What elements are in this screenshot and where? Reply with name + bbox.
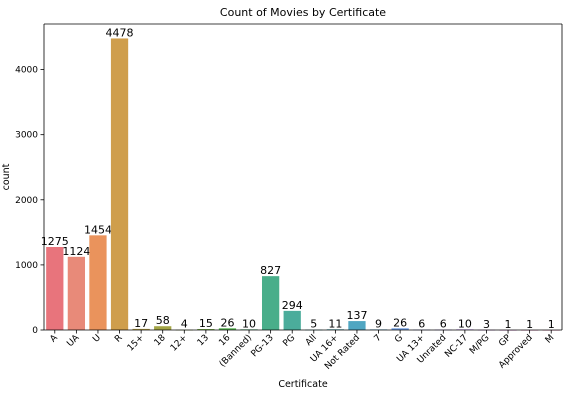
data-label: 1 (548, 318, 555, 331)
data-label: 11 (328, 317, 342, 330)
bar (46, 246, 64, 330)
x-tick-label: M/PG (468, 333, 491, 356)
bar (67, 256, 86, 330)
data-label: 4478 (106, 26, 134, 39)
x-axis-title: Certificate (278, 379, 328, 390)
x-tick-label: All (304, 333, 319, 348)
x-tick-label: M (544, 333, 557, 346)
data-label: 58 (156, 314, 170, 327)
data-label: 6 (440, 318, 447, 331)
data-label: 10 (242, 317, 256, 330)
y-tick-label: 2000 (15, 196, 38, 206)
y-tick-label: 1000 (15, 261, 38, 271)
data-label: 26 (220, 316, 234, 329)
x-tick-label: R (113, 333, 125, 345)
data-label: 1124 (62, 245, 90, 258)
data-label: 9 (375, 317, 382, 330)
x-tick-label: U (91, 333, 103, 345)
x-tick-label: GP (497, 333, 513, 349)
data-label: 1275 (41, 235, 69, 248)
x-tick-label: 15+ (126, 333, 147, 354)
x-tick-label: G (393, 333, 405, 345)
data-label: 4 (181, 318, 188, 331)
bar (132, 328, 150, 330)
data-label: 17 (134, 317, 148, 330)
data-label: 15 (199, 317, 213, 330)
data-label: 10 (458, 317, 472, 330)
x-tick-label: 12+ (169, 333, 190, 354)
data-label: 1 (526, 318, 533, 331)
bar (218, 328, 237, 330)
x-tick-label: PG-13 (250, 333, 276, 359)
data-label: 26 (393, 316, 407, 329)
x-tick-label: NC-17 (443, 333, 470, 360)
x-tick-label: 18 (153, 333, 168, 348)
y-axis-title: count (1, 163, 12, 190)
x-tick-label: 7 (373, 333, 384, 344)
data-label: 5 (310, 318, 317, 331)
data-label: 827 (260, 264, 281, 277)
x-tick-label: A (48, 332, 60, 344)
bar (110, 38, 129, 331)
data-label: 294 (282, 299, 303, 312)
y-tick-label: 3000 (15, 131, 38, 141)
x-tick-label: 16 (217, 333, 232, 348)
data-label: 1 (505, 318, 512, 331)
data-label: 6 (418, 318, 425, 331)
x-tick-label: PG (281, 333, 297, 349)
bar (391, 328, 409, 330)
bar (283, 310, 301, 330)
data-label: 137 (346, 309, 367, 322)
bar (261, 276, 280, 330)
data-label: 1454 (84, 223, 112, 236)
bar (154, 326, 172, 330)
y-tick-label: 4000 (15, 66, 38, 76)
chart-title: Count of Movies by Certificate (220, 6, 386, 19)
bar (89, 235, 107, 330)
x-tick-label: UA (65, 332, 82, 349)
bar (197, 329, 215, 330)
x-tick-label: 13 (196, 333, 211, 348)
data-label: 3 (483, 318, 490, 331)
bar (348, 321, 366, 330)
y-tick-label: 0 (32, 326, 38, 336)
